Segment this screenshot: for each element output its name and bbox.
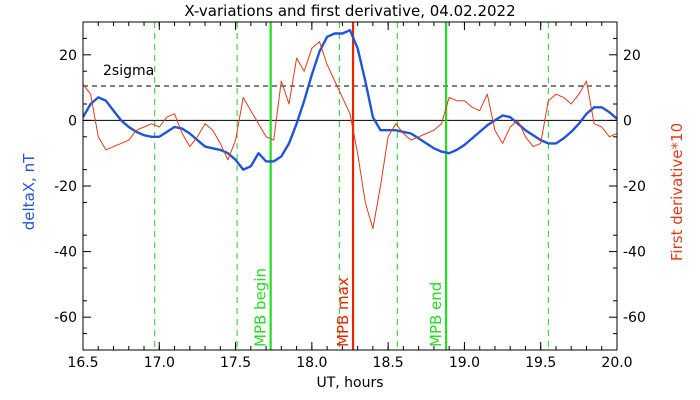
sigma-label: 2sigma <box>103 63 154 79</box>
y-tick-label-right-1: 20 <box>623 48 641 64</box>
y-tick-label-left-2: 0 <box>68 113 77 129</box>
y-axis-label-right: First derivative*10 <box>668 123 686 261</box>
x-tick-label-5: 18.5 <box>373 355 404 371</box>
marker-label-2: MPB max <box>334 277 352 347</box>
y-tick-label-right-2: 0 <box>623 113 632 129</box>
y-tick-label-left-5: -60 <box>54 310 77 326</box>
y-tick-label-right-4: -40 <box>623 245 646 261</box>
x-axis-label: UT, hours <box>316 375 383 391</box>
x-tick-label-6: 19.0 <box>449 355 480 371</box>
marker-label-3: MPB end <box>427 282 445 347</box>
x-tick-label-8: 20.0 <box>601 355 632 371</box>
y-tick-label-left-4: -40 <box>54 245 77 261</box>
x-tick-label-1: 16.5 <box>67 355 98 371</box>
y-tick-label-left-3: -20 <box>54 179 77 195</box>
marker-label-1: MPB begin <box>252 268 270 347</box>
y-tick-label-right-3: -20 <box>623 179 646 195</box>
x-tick-label-3: 17.5 <box>220 355 251 371</box>
chart-title: X-variations and first derivative, 04.02… <box>184 2 515 20</box>
x-tick-label-4: 18.0 <box>296 355 327 371</box>
x-tick-label-7: 19.5 <box>525 355 556 371</box>
x-tick-label-2: 17.0 <box>144 355 175 371</box>
series-line-derivative <box>83 41 617 230</box>
y-axis-label-left: deltaX, nT <box>20 153 38 230</box>
series-line-deltaX <box>83 29 617 171</box>
plot-area <box>83 22 617 350</box>
y-tick-label-right-5: -60 <box>623 310 646 326</box>
y-tick-label-left-1: 20 <box>59 48 77 64</box>
